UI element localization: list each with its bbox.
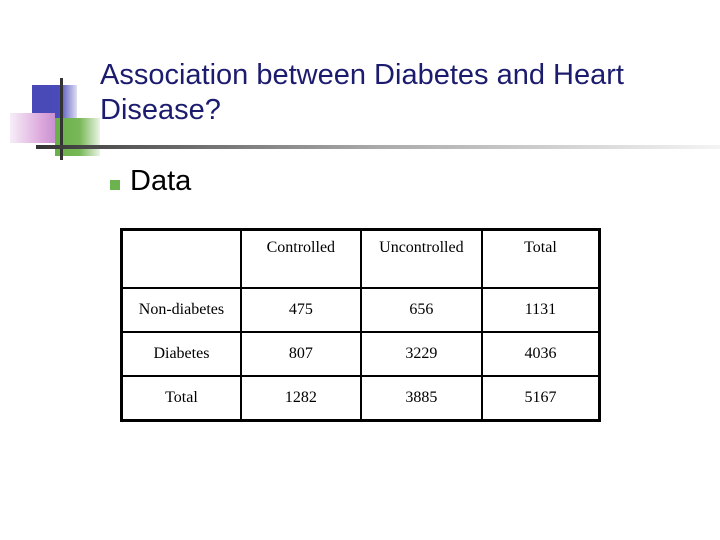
decorative-pink-square xyxy=(10,113,55,143)
table-cell: 3229 xyxy=(359,331,483,377)
data-table: Controlled Uncontrolled Total Non-diabet… xyxy=(120,228,601,422)
table-header-cell: Controlled xyxy=(239,228,362,289)
table-header-cell xyxy=(120,228,242,289)
table-row: Non-diabetes 475 656 1131 xyxy=(120,287,601,333)
row-label: Total xyxy=(120,375,242,422)
table-header-cell: Uncontrolled xyxy=(359,228,483,289)
table-header-row: Controlled Uncontrolled Total xyxy=(120,228,601,289)
table-cell: 807 xyxy=(239,331,362,377)
table-cell: 656 xyxy=(359,287,483,333)
table-header-cell: Total xyxy=(480,228,601,289)
table-row: Total 1282 3885 5167 xyxy=(120,375,601,422)
slide-title: Association between Diabetes and Heart D… xyxy=(100,59,624,126)
table-cell: 3885 xyxy=(359,375,483,422)
table-cell: 475 xyxy=(239,287,362,333)
table-cell: 5167 xyxy=(480,375,601,422)
row-label: Diabetes xyxy=(120,331,242,377)
decorative-blue-square xyxy=(32,85,77,118)
row-label: Non-diabetes xyxy=(120,287,242,333)
table-cell: 1282 xyxy=(239,375,362,422)
square-bullet-icon xyxy=(110,180,120,190)
bullet-text: Data xyxy=(130,165,192,197)
table-cell: 4036 xyxy=(480,331,601,377)
table-row: Diabetes 807 3229 4036 xyxy=(120,331,601,377)
decorative-vertical-line xyxy=(60,78,63,160)
table-cell: 1131 xyxy=(480,287,601,333)
title-underline-divider xyxy=(36,145,720,149)
